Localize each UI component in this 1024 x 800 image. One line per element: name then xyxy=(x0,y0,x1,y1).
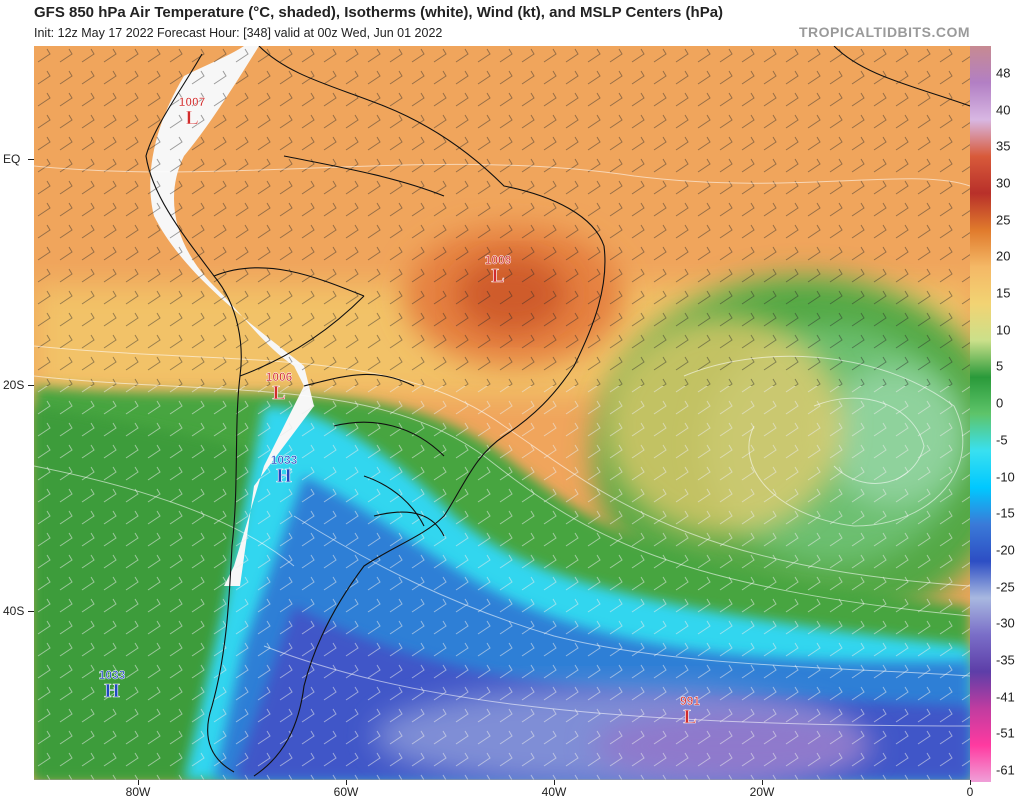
colorbar xyxy=(970,46,991,782)
colorbar-label: -5 xyxy=(996,432,1008,448)
lon-label-60w: 60W xyxy=(333,785,359,799)
pressure-center-high-1033-pacific: 1033 H xyxy=(98,668,126,703)
lat-label-40s: 40S xyxy=(3,604,25,618)
pressure-value: 1033 xyxy=(271,453,298,467)
pressure-center-low-991: 991 L xyxy=(680,694,701,729)
colorbar-label: 25 xyxy=(996,212,1011,228)
colorbar-label: -51 xyxy=(996,725,1015,741)
pressure-value: 1007 xyxy=(179,95,206,109)
lat-label-eq: EQ xyxy=(3,152,21,166)
colorbar-label: 35 xyxy=(996,138,1011,154)
colorbar-label: 5 xyxy=(996,358,1004,374)
colorbar-label: 10 xyxy=(996,322,1011,338)
colorbar-label: -61 xyxy=(996,762,1015,778)
temperature-map[interactable]: 1007 L 1009 L 1006 L 1033 H 1033 H 991 L xyxy=(34,46,970,780)
lon-label-80w: 80W xyxy=(125,785,151,799)
map-title: GFS 850 hPa Air Temperature (°C, shaded)… xyxy=(34,4,724,21)
lon-tick xyxy=(762,780,763,785)
colorbar-label: -41 xyxy=(996,689,1015,705)
colorbar-label: -35 xyxy=(996,652,1015,668)
pressure-center-low-1009: 1009 L xyxy=(484,253,512,288)
colorbar-label: 48 xyxy=(996,65,1011,81)
lat-tick xyxy=(28,159,34,160)
pressure-letter: H xyxy=(276,465,292,487)
lat-tick xyxy=(28,611,34,612)
pressure-value: 991 xyxy=(680,694,700,708)
lon-tick xyxy=(138,780,139,785)
lon-label-0: 0 xyxy=(966,785,974,799)
colorbar-label: -30 xyxy=(996,615,1015,631)
lat-label-20s: 20S xyxy=(3,378,25,392)
pressure-value: 1006 xyxy=(266,370,293,384)
colorbar-label: 30 xyxy=(996,175,1011,191)
colorbar-label: 0 xyxy=(996,395,1004,411)
pressure-letter: H xyxy=(104,680,120,702)
pressure-letter: L xyxy=(683,706,696,728)
pressure-letter: L xyxy=(491,265,504,287)
pressure-letter: L xyxy=(272,382,285,404)
map-subtitle: Init: 12z May 17 2022 Forecast Hour: [34… xyxy=(34,26,443,40)
lon-label-20w: 20W xyxy=(749,785,775,799)
lon-label-40w: 40W xyxy=(541,785,567,799)
colorbar-label: 40 xyxy=(996,102,1011,118)
pressure-value: 1009 xyxy=(485,253,512,267)
colorbar-label: -25 xyxy=(996,579,1015,595)
lon-tick xyxy=(970,780,971,785)
lon-tick xyxy=(554,780,555,785)
pressure-center-low-1006: 1006 L xyxy=(265,370,293,405)
site-credit: TROPICALTIDBITS.COM xyxy=(798,24,970,40)
lon-tick xyxy=(346,780,347,785)
shaded-field xyxy=(34,46,970,780)
colorbar-label: -20 xyxy=(996,542,1015,558)
pressure-center-high-1033-andes: 1033 H xyxy=(270,453,298,488)
pressure-center-low-1007: 1007 L xyxy=(178,95,206,130)
pressure-letter: L xyxy=(185,107,198,129)
colorbar-label: 15 xyxy=(996,285,1011,301)
pressure-value: 1033 xyxy=(99,668,126,682)
colorbar-label: -15 xyxy=(996,505,1015,521)
lat-tick xyxy=(28,385,34,386)
colorbar-label: 20 xyxy=(996,248,1011,264)
colorbar-label: -10 xyxy=(996,469,1015,485)
